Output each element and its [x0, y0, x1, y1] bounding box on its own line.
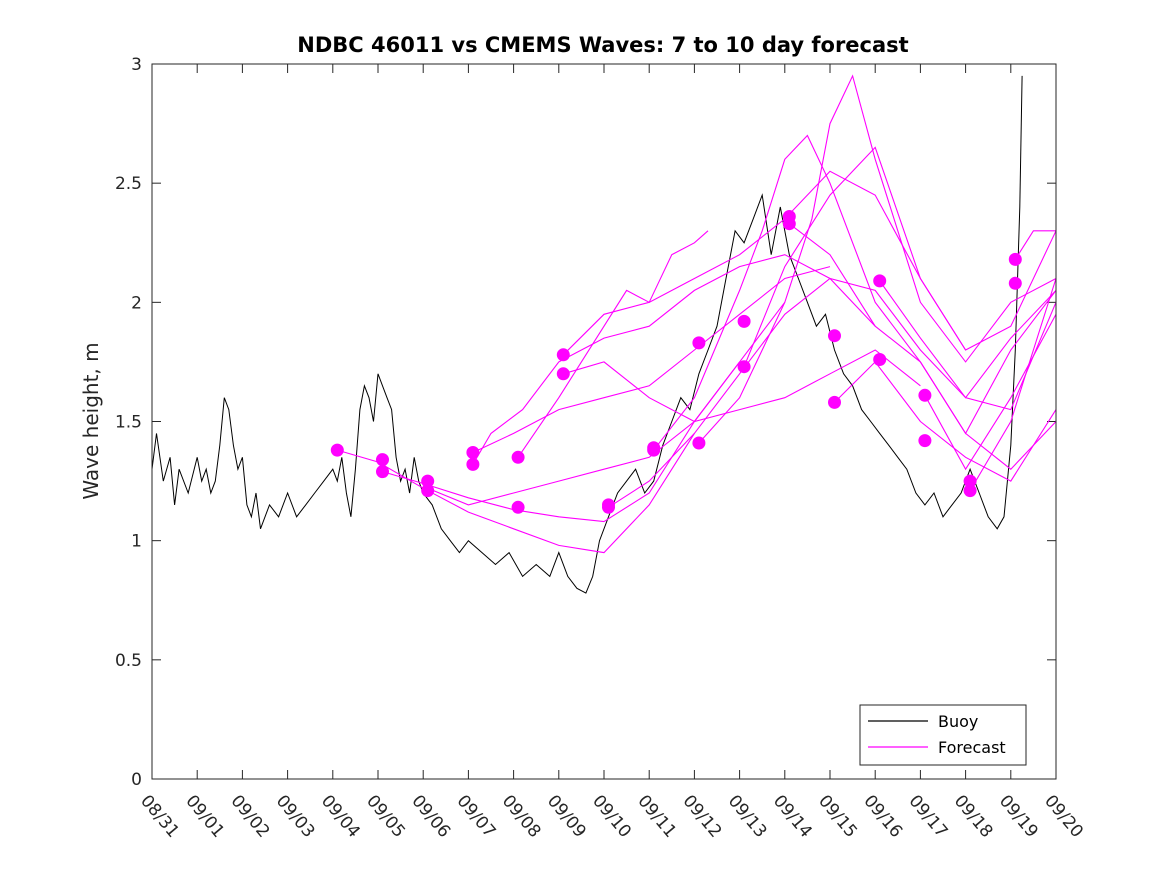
forecast-line-2 — [382, 361, 741, 523]
forecast-marker — [376, 465, 389, 479]
forecast-marker — [737, 314, 751, 328]
plot-area — [152, 64, 1056, 779]
chart-title: NDBC 46011 vs CMEMS Waves: 7 to 10 day f… — [297, 33, 908, 57]
forecast-marker — [963, 484, 977, 498]
forecast-marker — [1008, 252, 1022, 266]
forecast-line-10 — [653, 134, 1057, 451]
forecast-marker — [873, 353, 887, 366]
forecast-line-12 — [743, 146, 1057, 367]
y-tick-label: 1.5 — [115, 413, 142, 433]
buoy-line — [151, 75, 1023, 594]
forecast-marker — [466, 457, 480, 471]
y-tick-label: 0.5 — [115, 651, 142, 671]
forecast-series-group — [337, 74, 1057, 554]
forecast-marker — [963, 474, 977, 488]
forecast-line-13 — [788, 223, 1057, 470]
forecast-line-1 — [337, 433, 695, 554]
forecast-markers — [330, 210, 1022, 514]
forecast-line-5 — [472, 254, 876, 465]
y-tick-label: 3 — [131, 55, 142, 75]
forecast-line-14 — [834, 361, 1057, 482]
y-tick-label: 1 — [131, 532, 142, 552]
forecast-marker — [647, 443, 661, 457]
forecast-line-16 — [924, 314, 1057, 471]
legend-forecast-label: Forecast — [938, 738, 1006, 757]
forecast-line-7 — [563, 349, 921, 423]
forecast-marker — [782, 217, 796, 231]
forecast-marker — [421, 484, 435, 498]
y-axis-label: Wave height, m — [79, 342, 103, 499]
buoy-series — [151, 75, 1023, 594]
y-axis-tick-labels: 0 0.5 1 1.5 2 2.5 3 — [115, 55, 142, 790]
legend: Buoy Forecast — [859, 704, 1027, 766]
forecast-marker — [556, 348, 570, 362]
forecast-marker — [511, 500, 525, 514]
forecast-marker — [330, 443, 344, 457]
forecast-marker — [692, 336, 706, 350]
legend-buoy-label: Buoy — [938, 712, 978, 731]
forecast-marker — [828, 329, 841, 343]
forecast-marker — [556, 367, 570, 381]
forecast-marker — [918, 434, 932, 448]
forecast-marker — [828, 395, 841, 409]
forecast-line-11 — [698, 74, 1057, 444]
forecast-marker — [421, 474, 435, 488]
forecast-marker — [692, 436, 706, 450]
forecast-marker — [466, 446, 480, 459]
y-tick-label: 0 — [131, 770, 142, 790]
y-tick-label: 2 — [131, 293, 142, 313]
forecast-marker — [737, 360, 751, 374]
forecast-line-9 — [608, 277, 1057, 508]
forecast-marker — [602, 500, 615, 514]
forecast-line-18 — [1014, 230, 1056, 260]
forecast-line-17 — [969, 278, 1057, 491]
forecast-marker — [511, 450, 525, 464]
forecast-marker — [873, 274, 887, 288]
plot-frame — [151, 63, 1057, 780]
legend-box — [859, 704, 1027, 766]
forecast-line-8 — [562, 170, 967, 356]
forecast-marker — [918, 388, 932, 402]
y-tick-label: 2.5 — [115, 174, 142, 194]
forecast-line-6 — [517, 230, 709, 458]
forecast-line-3 — [427, 301, 786, 506]
forecast-line-4 — [472, 266, 831, 453]
forecast-marker — [376, 453, 389, 467]
forecast-marker — [1008, 276, 1022, 290]
